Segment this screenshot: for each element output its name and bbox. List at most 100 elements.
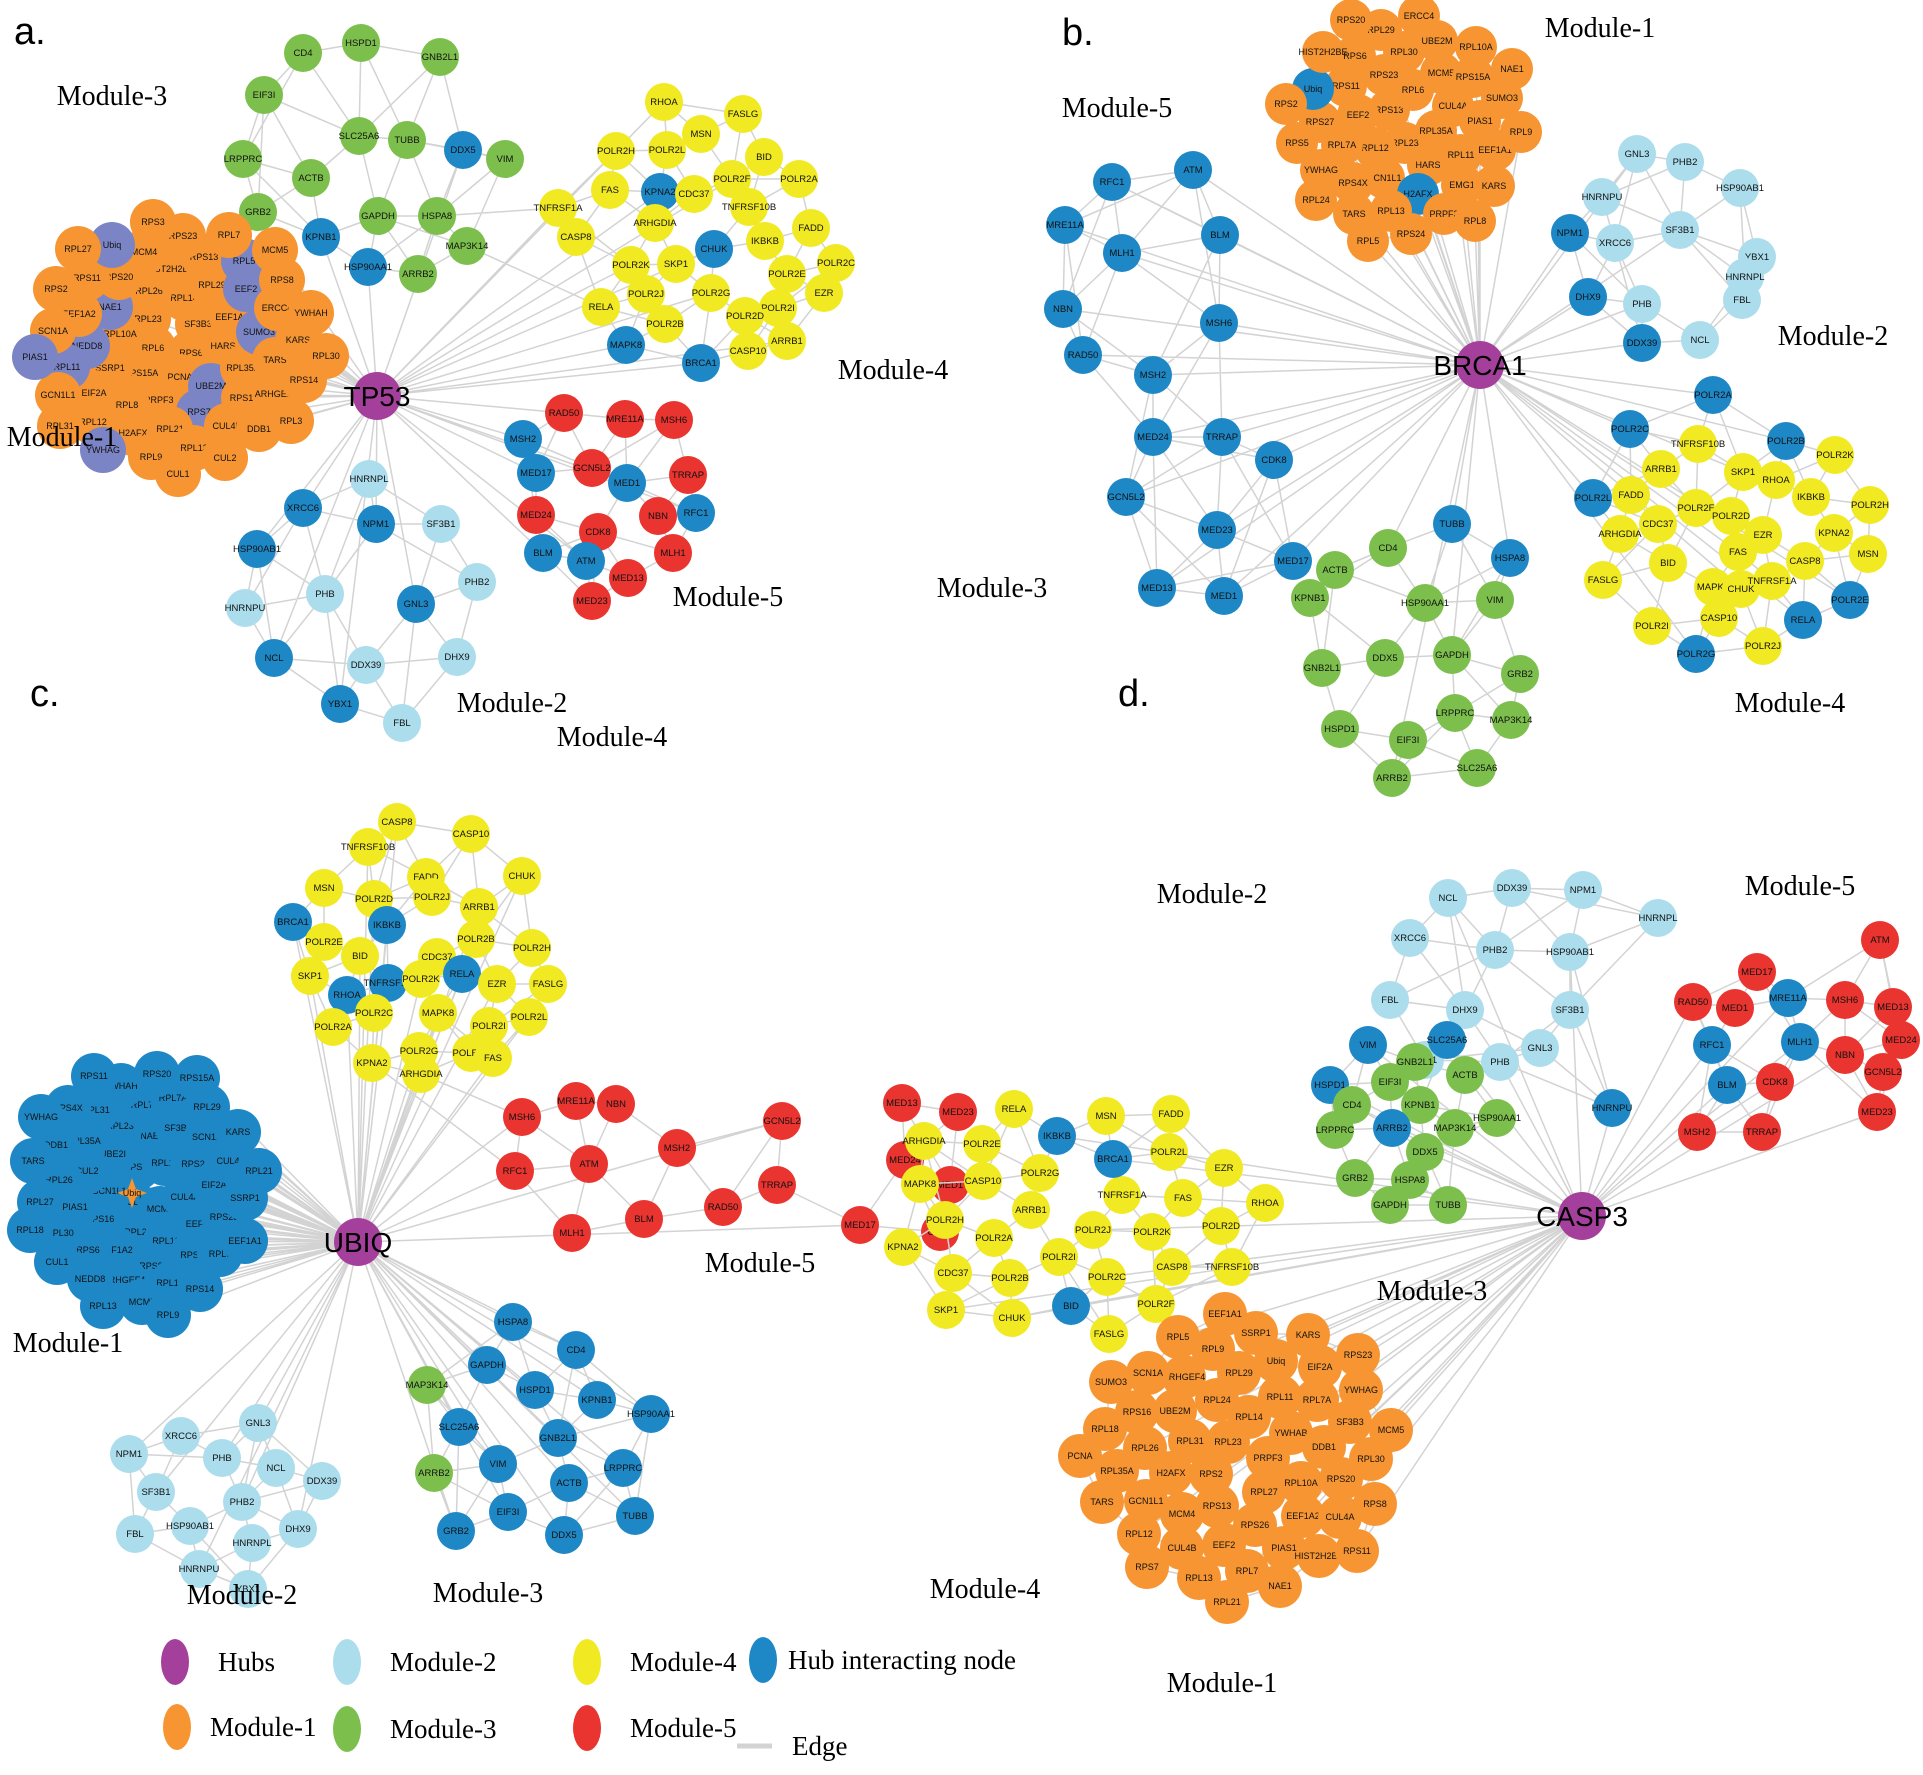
node-LRPPRC[interactable] xyxy=(1316,1111,1354,1149)
node-NCL[interactable] xyxy=(1429,879,1467,917)
node-RHOA[interactable] xyxy=(328,976,366,1014)
node-YWHAH[interactable] xyxy=(288,290,334,336)
node-MRE11A[interactable] xyxy=(1046,206,1084,244)
node-SF3B1[interactable] xyxy=(1661,211,1699,249)
node-RPL5[interactable] xyxy=(1347,220,1389,262)
node-RPS13[interactable] xyxy=(1195,1484,1239,1528)
node-MED1[interactable] xyxy=(1716,989,1754,1027)
node-RPL7A[interactable] xyxy=(1295,1378,1339,1422)
node-POLR2A[interactable] xyxy=(1694,376,1732,414)
node-MED24[interactable] xyxy=(1134,418,1172,456)
node-EZR[interactable] xyxy=(478,965,516,1003)
node-NBN[interactable] xyxy=(1826,1036,1864,1074)
node-RELA[interactable] xyxy=(443,955,481,993)
node-EIF3I[interactable] xyxy=(1389,721,1427,759)
node-LRPPRC[interactable] xyxy=(1436,694,1474,732)
node-RPS2[interactable] xyxy=(1265,83,1307,125)
node-ATM[interactable] xyxy=(570,1145,608,1183)
node-SF3B1[interactable] xyxy=(137,1473,175,1511)
node-SLC25A6[interactable] xyxy=(440,1408,478,1446)
node-CUL2[interactable] xyxy=(202,435,248,481)
node-BRCA1[interactable] xyxy=(274,903,312,941)
node-RPS20[interactable] xyxy=(134,1051,180,1097)
node-GNL3[interactable] xyxy=(397,585,435,623)
node-CDC37[interactable] xyxy=(675,175,713,213)
node-POLR2H[interactable] xyxy=(926,1201,964,1239)
node-MED13[interactable] xyxy=(1874,988,1912,1026)
node-KARS[interactable] xyxy=(215,1109,261,1155)
node-LRPPRC[interactable] xyxy=(224,140,262,178)
node-CASP8[interactable] xyxy=(557,218,595,256)
node-POLR2K[interactable] xyxy=(1816,436,1854,474)
node-RFC1[interactable] xyxy=(1093,163,1131,201)
node-EIF3I[interactable] xyxy=(1371,1063,1409,1101)
node-ARHGDIA[interactable] xyxy=(1601,515,1639,553)
node-MRE11A[interactable] xyxy=(557,1082,595,1120)
node-SF3B1[interactable] xyxy=(422,505,460,543)
hub-node-TP53[interactable] xyxy=(353,372,401,420)
node-CDK8[interactable] xyxy=(1756,1063,1794,1101)
node-EIF3I[interactable] xyxy=(489,1493,527,1531)
node-DDX5[interactable] xyxy=(444,131,482,169)
node-SF3B1[interactable] xyxy=(1551,991,1589,1029)
node-BLM[interactable] xyxy=(524,534,562,572)
node-RPS11[interactable] xyxy=(71,1053,117,1099)
node-CUL1[interactable] xyxy=(155,451,201,497)
node-EEF1A1[interactable] xyxy=(1203,1292,1247,1336)
node-TRRAP[interactable] xyxy=(1743,1113,1781,1151)
node-CHUK[interactable] xyxy=(695,230,733,268)
node-HSPD1[interactable] xyxy=(516,1371,554,1409)
node-ACTB[interactable] xyxy=(1316,551,1354,589)
node-RPS5[interactable] xyxy=(1276,122,1318,164)
node-ERCC4[interactable] xyxy=(1398,0,1440,37)
node-VIM[interactable] xyxy=(479,1445,517,1483)
node-MED23[interactable] xyxy=(1198,511,1236,549)
node-MLH1[interactable] xyxy=(553,1214,591,1252)
node-MED24[interactable] xyxy=(517,496,555,534)
node-YWHAG[interactable] xyxy=(1339,1368,1383,1412)
node-ARRB2[interactable] xyxy=(415,1454,453,1492)
node-NPM1[interactable] xyxy=(357,505,395,543)
node-POLR2K[interactable] xyxy=(1133,1213,1171,1251)
node-HIST2H2BE[interactable] xyxy=(1297,1534,1341,1578)
node-DDX39[interactable] xyxy=(1623,324,1661,362)
node-MSH2[interactable] xyxy=(1678,1113,1716,1151)
node-KARS[interactable] xyxy=(1286,1313,1330,1357)
node-NPM1[interactable] xyxy=(1551,214,1589,252)
node-HSP90AA1[interactable] xyxy=(349,248,387,286)
node-FAS[interactable] xyxy=(591,171,629,209)
node-HSP90AB1[interactable] xyxy=(171,1507,209,1545)
node-DDX39[interactable] xyxy=(1493,869,1531,907)
node-FBL[interactable] xyxy=(1723,281,1761,319)
node-TARS[interactable] xyxy=(1080,1480,1124,1524)
node-EEF1A2[interactable] xyxy=(1281,1494,1325,1538)
node-POLR2G[interactable] xyxy=(692,274,730,312)
node-GRB2[interactable] xyxy=(1501,655,1539,693)
node-DHX9[interactable] xyxy=(438,638,476,676)
node-TNFRSF1A[interactable] xyxy=(369,964,407,1002)
node-GAPDH[interactable] xyxy=(359,197,397,235)
node-POLR2K[interactable] xyxy=(402,960,440,998)
node-HSPA8[interactable] xyxy=(418,197,456,235)
node-HSP90AA1[interactable] xyxy=(1478,1099,1516,1137)
node-ARHGDIA[interactable] xyxy=(905,1122,943,1160)
node-POLR2E[interactable] xyxy=(768,255,806,293)
node-GNL3[interactable] xyxy=(239,1404,277,1442)
node-RPL11[interactable] xyxy=(1440,134,1482,176)
node-POLR2I[interactable] xyxy=(1633,607,1671,645)
node-CDK8[interactable] xyxy=(1255,441,1293,479)
node-XRCC6[interactable] xyxy=(162,1417,200,1455)
node-MED23[interactable] xyxy=(939,1093,977,1131)
node-POLR2L[interactable] xyxy=(510,998,548,1036)
hub-node-UBIQ[interactable] xyxy=(334,1218,382,1266)
node-DHX9[interactable] xyxy=(279,1510,317,1548)
node-DHX9[interactable] xyxy=(1446,991,1484,1029)
node-HNRNPU[interactable] xyxy=(1593,1089,1631,1127)
node-RPL30[interactable] xyxy=(303,333,349,379)
node-RAD50[interactable] xyxy=(545,394,583,432)
node-CASP10[interactable] xyxy=(452,815,490,853)
node-BRCA1[interactable] xyxy=(682,344,720,382)
node-POLR2H[interactable] xyxy=(1851,486,1889,524)
node-HNRNPL[interactable] xyxy=(350,460,388,498)
node-KPNA2[interactable] xyxy=(353,1044,391,1082)
